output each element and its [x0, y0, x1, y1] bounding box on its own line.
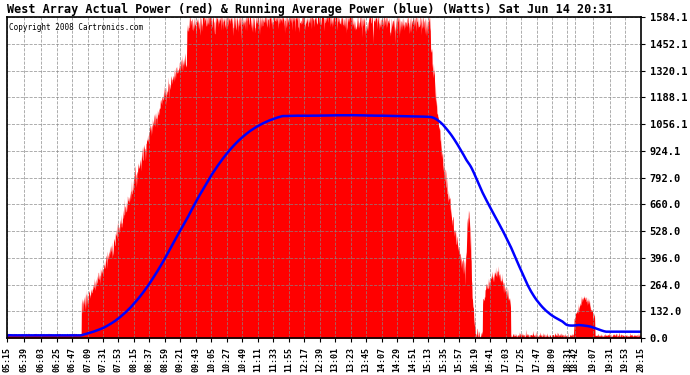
Text: Copyright 2008 Cartronics.com: Copyright 2008 Cartronics.com: [8, 24, 143, 33]
Text: West Array Actual Power (red) & Running Average Power (blue) (Watts) Sat Jun 14 : West Array Actual Power (red) & Running …: [8, 3, 613, 16]
